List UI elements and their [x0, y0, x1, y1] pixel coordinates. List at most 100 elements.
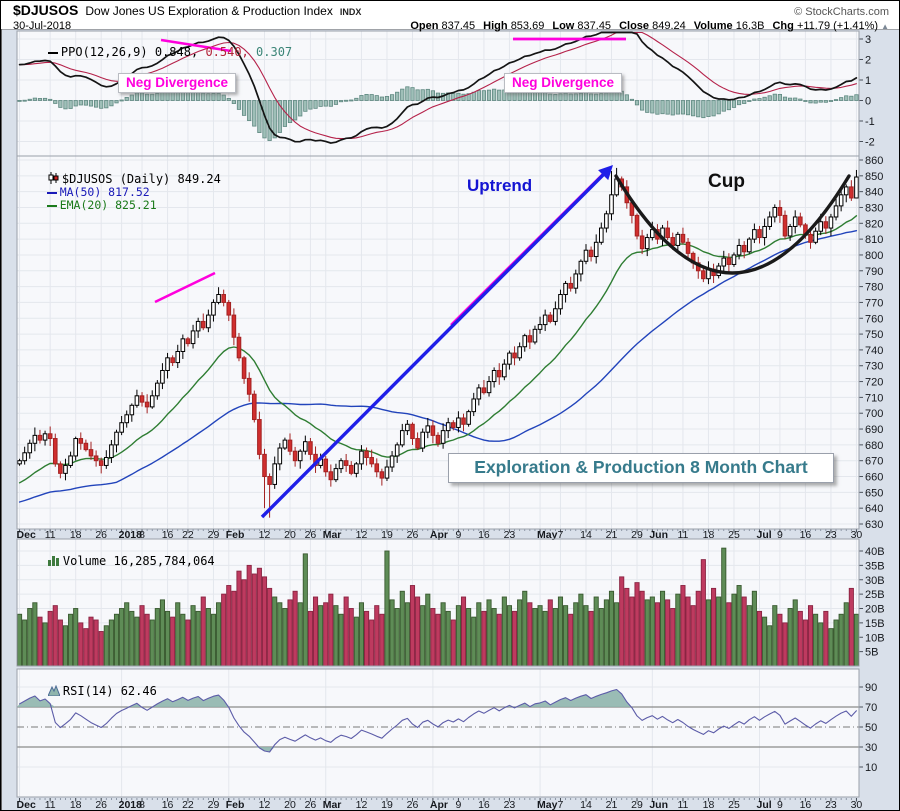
- open-value: 837.45: [441, 20, 476, 32]
- date-tick: 12: [356, 799, 368, 811]
- date-tick: 26: [407, 799, 419, 811]
- date-tick: Jul: [756, 529, 771, 541]
- price-ytick: 660: [865, 472, 883, 484]
- date-tick: Jun: [649, 799, 668, 811]
- date-tick: 11: [677, 799, 688, 811]
- volume-legend: Volume 16,285,784,064: [19, 542, 215, 582]
- ppo-ytick: 3: [865, 34, 871, 46]
- price-ytick: 810: [865, 234, 883, 246]
- date-tick: Feb: [226, 799, 245, 811]
- rsi-ytick: 50: [865, 722, 877, 734]
- date-tick: 25: [728, 529, 740, 541]
- date-tick: Apr: [430, 799, 448, 811]
- price-ytick: 630: [865, 519, 883, 531]
- candlestick-icon: [48, 172, 59, 187]
- date-tick: 26: [407, 529, 419, 541]
- date-tick: 26: [305, 799, 317, 811]
- date-tick: 2018: [119, 799, 143, 811]
- date-tick: 12: [259, 799, 271, 811]
- price-ytick: 740: [865, 345, 883, 357]
- date-tick: 19: [381, 529, 393, 541]
- date-tick: 11: [45, 529, 56, 541]
- price-ytick: 790: [865, 266, 883, 278]
- date-tick: 26: [305, 529, 317, 541]
- price-legend-symbol: $DJUSOS (Daily) 849.24: [19, 159, 221, 200]
- ppo-ytick: 1: [865, 75, 871, 87]
- rsi-mountain-icon: [47, 684, 61, 699]
- date-tick: 16: [478, 529, 490, 541]
- close-value: 849.24: [652, 20, 686, 32]
- ma50-line-icon: [46, 187, 57, 200]
- ppo-ytick: 2: [865, 55, 871, 67]
- chart-header: $DJUSOS Dow Jones US Exploration & Produc…: [1, 1, 899, 32]
- date-tick: Jul: [756, 799, 771, 811]
- price-legend-ema20: EMA(20) 825.21: [19, 186, 157, 226]
- date-tick: 29: [631, 799, 643, 811]
- date-tick: 7: [558, 799, 564, 811]
- date-tick: Mar: [323, 799, 342, 811]
- date-tick: 16: [162, 529, 174, 541]
- date-tick: May: [537, 529, 558, 541]
- date-tick: 25: [728, 799, 740, 811]
- high-label: High: [483, 20, 508, 32]
- annotation-neg-divergence-1: Neg Divergence: [118, 73, 237, 93]
- volume-ytick: 15B: [865, 618, 885, 630]
- date-tick: 14: [580, 529, 592, 541]
- price-ytick: 840: [865, 187, 883, 199]
- annotation-banner: Exploration & Production 8 Month Chart: [448, 453, 834, 483]
- price-legend-ma50: MA(50) 817.52: [19, 173, 150, 213]
- date-tick: Dec: [17, 529, 36, 541]
- price-divergence-trendline: [154, 271, 216, 304]
- title-group: $DJUSOS Dow Jones US Exploration & Produc…: [13, 2, 361, 20]
- date-tick: 26: [95, 799, 107, 811]
- date-tick: May: [537, 799, 558, 811]
- price-ytick: 710: [865, 392, 883, 404]
- annotation-uptrend: Uptrend: [467, 176, 533, 195]
- volume-ytick: 30B: [865, 575, 885, 587]
- date-tick: 16: [478, 799, 490, 811]
- price-ytick: 730: [865, 361, 883, 373]
- date-tick: 16: [162, 799, 174, 811]
- date-tick: 18: [703, 799, 715, 811]
- date-tick: Feb: [226, 529, 245, 541]
- date-tick: Mar: [323, 529, 342, 541]
- price-ytick: 650: [865, 487, 883, 499]
- date-tick: Jun: [649, 529, 668, 541]
- copyright: © StockCharts.com: [794, 6, 889, 18]
- ppo-value-1: 0.848,: [154, 45, 199, 59]
- close-label: Close: [619, 20, 650, 32]
- rsi-ytick: 10: [865, 762, 877, 774]
- open-label: Open: [410, 20, 439, 32]
- price-ytick: 770: [865, 297, 883, 309]
- price-ytick: 820: [865, 218, 883, 230]
- date-tick: 19: [381, 799, 393, 811]
- price-ytick: 800: [865, 250, 883, 262]
- uptrend-arrow-head: [598, 165, 613, 181]
- date-tick: 11: [677, 529, 688, 541]
- date-tick: 29: [631, 529, 643, 541]
- date-tick: 7: [558, 529, 564, 541]
- price-ytick: 780: [865, 282, 883, 294]
- chart-date: 30-Jul-2018: [13, 20, 72, 32]
- date-tick: 11: [45, 799, 56, 811]
- date-tick: 8: [139, 799, 145, 811]
- date-tick: 18: [70, 799, 82, 811]
- price-ytick: 860: [865, 155, 883, 167]
- annotation-neg-divergence-2: Neg Divergence: [504, 73, 623, 93]
- date-tick: 18: [70, 529, 82, 541]
- date-tick: 8: [139, 529, 145, 541]
- date-tick: 30: [851, 799, 863, 811]
- volume-ytick: 25B: [865, 589, 885, 601]
- date-tick: 29: [208, 529, 220, 541]
- date-tick: 29: [208, 799, 220, 811]
- date-tick: 23: [504, 529, 516, 541]
- ema20-line-icon: [46, 200, 57, 213]
- volume-ytick: 20B: [865, 604, 885, 616]
- ppo-value-2: 0.540,: [205, 45, 249, 59]
- index-name: Dow Jones US Exploration & Production In…: [85, 4, 333, 18]
- volume-value: 16.3B: [735, 20, 765, 32]
- rsi-ytick: 90: [865, 682, 877, 694]
- price-ytick: 680: [865, 440, 883, 452]
- date-tick: 16: [800, 799, 812, 811]
